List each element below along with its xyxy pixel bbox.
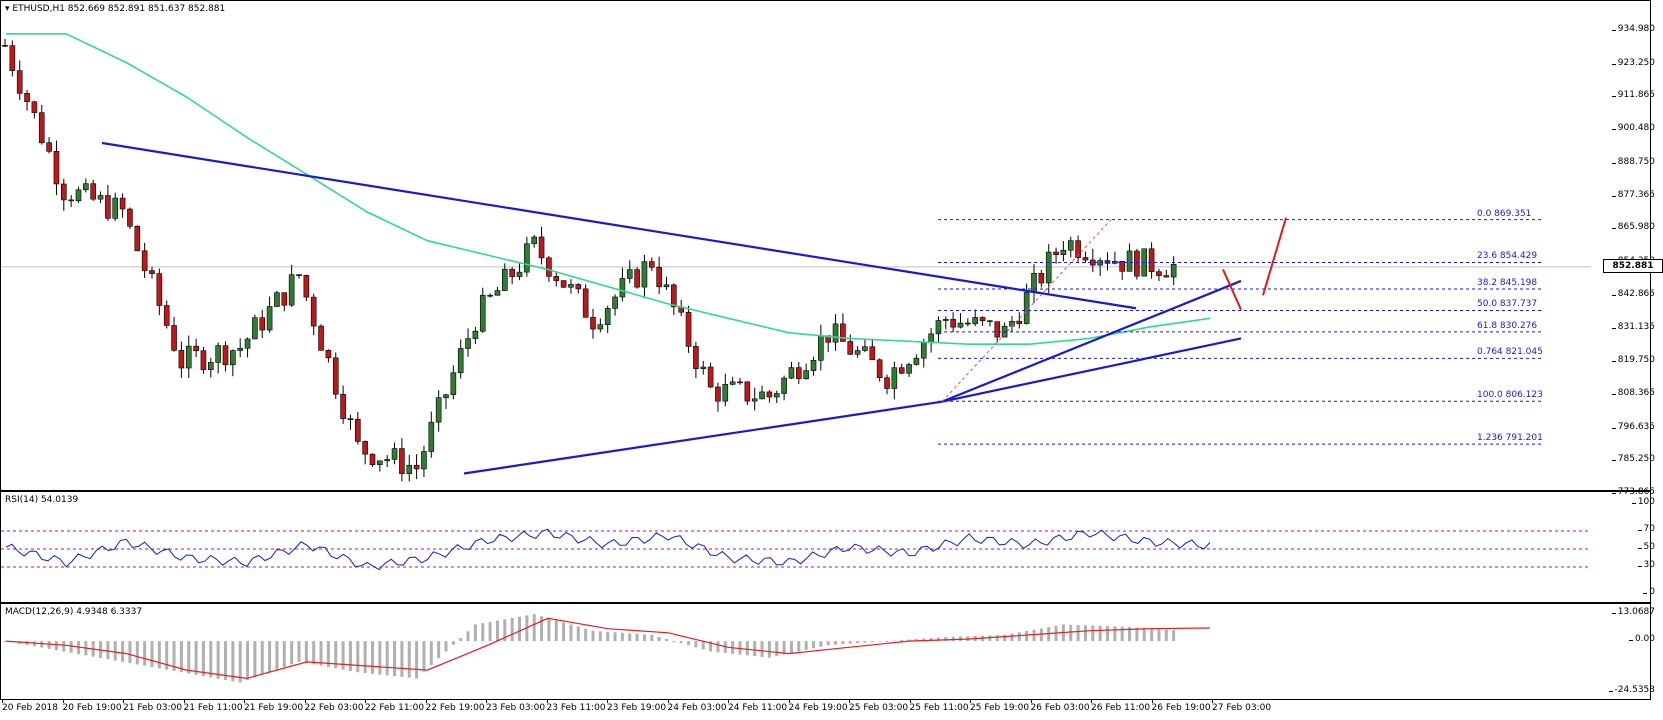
price-tick: 923.250 [1611,57,1655,68]
price-tick: 773.865 [1611,487,1655,497]
macd-tick: 13.0687 [1611,607,1655,617]
time-label: 25 Feb 11:00 [909,699,969,713]
time-label: 21 Feb 19:00 [244,699,304,713]
rsi-tick: 0 [1643,587,1655,597]
price-tick: 888.750 [1611,156,1655,167]
symbol-title: ▾ ETHUSD,H1 852.669 852.891 851.637 852.… [5,4,226,14]
price-tick: 900.480 [1611,123,1655,134]
price-tick: 831.135 [1611,322,1655,333]
macd-tick: -24.5353 [1608,685,1655,695]
price-chart-pane[interactable]: ▾ ETHUSD,H1 852.669 852.891 851.637 852.… [0,0,1651,491]
current-price-tag: 852.881 [1603,258,1663,273]
time-label: 24 Feb 19:00 [788,699,848,713]
time-label: 23 Feb 03:00 [486,699,546,713]
fib-level-label: 100.0 806.123 [1477,390,1543,401]
triangle-down-icon[interactable]: ▾ [5,4,10,14]
fib-level-label: 50.0 837.737 [1477,299,1538,310]
rsi-tick: 30 [1637,560,1655,570]
time-axis[interactable]: 20 Feb 2018 20 Feb 19:00 21 Feb 03:00 21 Fe… [0,699,1651,720]
time-label: 23 Feb 19:00 [607,699,667,713]
price-tick: 934.980 [1611,24,1655,34]
price-axis[interactable]: 934.980 923.250 911.865 900.480 888.750 877.3… [1603,0,1663,700]
time-label: 25 Feb 19:00 [970,699,1030,713]
time-label: 26 Feb 11:00 [1091,699,1151,713]
time-label: 22 Feb 19:00 [425,699,485,713]
rsi-title: RSI(14) 54.0139 [5,495,79,505]
time-label: 26 Feb 19:00 [1151,699,1211,713]
price-tick: 842.865 [1611,288,1655,299]
time-label: 26 Feb 03:00 [1030,699,1090,713]
fib-level-label: 0.0 869.351 [1477,208,1532,219]
macd-pane[interactable]: MACD(12,26,9) 4.9348 6.3337 [0,603,1651,700]
rsi-canvas [1,528,1591,571]
price-tick: 796.635 [1611,421,1655,432]
time-label: 20 Feb 2018 [2,699,59,713]
price-tick: 819.750 [1611,355,1655,366]
price-tick: 808.365 [1611,387,1655,398]
time-label: 25 Feb 03:00 [849,699,909,713]
macd-title: MACD(12,26,9) 4.9348 6.3337 [5,607,143,617]
time-label: 22 Feb 03:00 [304,699,364,713]
time-label: 21 Feb 03:00 [123,699,183,713]
time-label: 22 Feb 11:00 [365,699,425,713]
time-label: 24 Feb 03:00 [667,699,727,713]
fib-level-label: 0.764 821.045 [1477,347,1543,358]
rsi-tick: 50 [1637,542,1655,552]
fib-level-label: 38.2 845.198 [1477,278,1538,288]
rsi-tick: 100 [1631,497,1655,507]
fib-level-label: 1.236 791.201 [1477,433,1543,444]
time-label: 21 Feb 11:00 [183,699,243,713]
price-tick: 877.365 [1611,189,1655,200]
fib-level-label: 61.8 830.276 [1477,320,1538,331]
macd-canvas [3,614,1211,683]
fib-level-label: 23.6 854.429 [1477,251,1538,262]
rsi-pane[interactable]: RSI(14) 54.0139 [0,491,1651,603]
price-chart-canvas[interactable] [1,1,1591,491]
macd-tick: 0.00 [1628,634,1655,645]
time-label: 27 Feb 03:00 [1212,699,1272,713]
rsi-tick: 70 [1637,524,1655,534]
time-label: 23 Feb 11:00 [546,699,606,713]
price-tick: 865.980 [1611,222,1655,233]
time-label: 24 Feb 11:00 [728,699,788,713]
price-tick: 785.250 [1611,454,1655,465]
price-tick: 911.865 [1611,90,1655,101]
time-label: 20 Feb 19:00 [62,699,122,713]
